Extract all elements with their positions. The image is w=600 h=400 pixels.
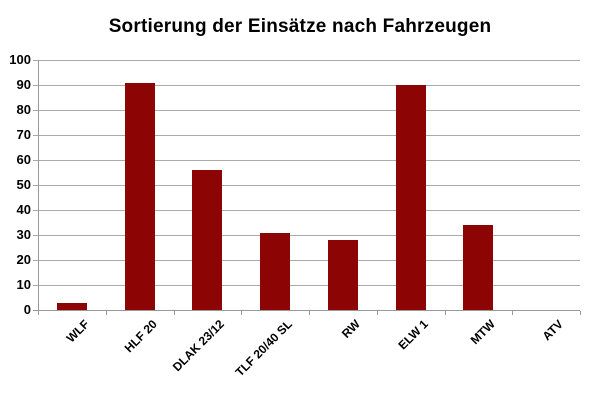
y-axis-label: 70 (16, 127, 31, 142)
x-axis-tick (512, 311, 514, 315)
y-axis-label: 10 (16, 277, 31, 292)
y-axis-label: 0 (23, 302, 31, 317)
y-axis-label: 100 (9, 52, 31, 67)
x-axis-line (33, 310, 580, 311)
bar-elw-1 (395, 85, 426, 310)
x-axis-label: ELW 1 (395, 317, 431, 353)
y-axis-label: 60 (16, 152, 31, 167)
chart-title: Sortierung der Einsätze nach Fahrzeugen (108, 16, 492, 37)
y-axis-label: 30 (16, 227, 31, 242)
y-axis-label: 80 (16, 102, 31, 117)
x-axis-label: TLF 20/40 SL (232, 317, 296, 380)
x-axis-tick (309, 311, 310, 315)
y-gridline (33, 209, 580, 211)
x-axis-tick (241, 311, 243, 315)
y-gridline (33, 159, 580, 161)
bar-wlf (56, 302, 87, 310)
x-axis-tick (105, 311, 107, 315)
y-gridline (33, 234, 580, 236)
x-axis-label: RW (338, 317, 363, 341)
x-axis-tick (444, 311, 446, 315)
y-axis-label: 50 (16, 177, 31, 192)
y-gridline (33, 284, 580, 286)
y-axis-label: 90 (16, 77, 31, 92)
x-axis-tick (173, 311, 175, 315)
y-gridline (33, 134, 580, 136)
x-axis-label: DLAK 23/12 (170, 317, 228, 375)
bar-hlf-20 (124, 82, 155, 310)
x-axis-tick (580, 311, 581, 315)
x-axis-tick (38, 311, 39, 315)
y-gridline (33, 59, 580, 61)
y-gridline (33, 109, 580, 111)
bar-tlf-20-40-sl (260, 232, 291, 310)
x-axis-label: MTW (468, 317, 499, 348)
y-gridline (33, 184, 580, 186)
x-axis-label: ATV (539, 317, 567, 344)
bar-mtw (463, 225, 494, 310)
y-gridline (33, 84, 580, 86)
bar-dlak-23-12 (192, 170, 223, 310)
y-axis-label: 20 (16, 252, 31, 267)
y-axis-label: 40 (16, 202, 31, 217)
bar-rw (327, 240, 358, 310)
y-axis-line (38, 60, 39, 310)
x-axis-label: HLF 20 (121, 317, 160, 356)
x-axis-tick (376, 311, 378, 315)
y-gridline (33, 259, 580, 261)
